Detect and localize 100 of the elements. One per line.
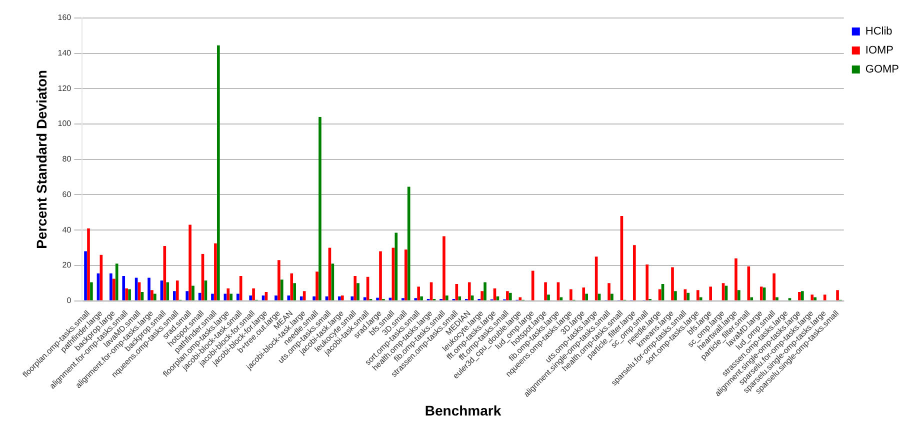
bar — [661, 284, 664, 300]
bar — [582, 288, 586, 300]
bar — [125, 288, 128, 300]
bar — [394, 232, 398, 300]
bar — [585, 294, 588, 300]
bar — [115, 264, 118, 300]
bar — [696, 290, 700, 300]
bar — [404, 250, 408, 300]
bar — [331, 264, 334, 300]
bar — [230, 294, 233, 300]
bar — [150, 290, 154, 300]
bar — [236, 294, 240, 300]
bar — [140, 292, 144, 300]
bar — [338, 296, 341, 300]
bar — [810, 294, 814, 300]
bar — [166, 282, 170, 300]
bar — [814, 297, 817, 300]
bar — [278, 260, 280, 300]
bar — [455, 284, 458, 300]
bar — [87, 228, 90, 300]
bar — [458, 296, 462, 300]
bar — [226, 288, 230, 300]
bar — [674, 291, 677, 300]
bar — [762, 288, 766, 300]
bar — [608, 283, 610, 300]
y-tick-label: 100 — [58, 119, 72, 128]
y-tick-label: 140 — [58, 48, 72, 58]
x-axis-title: Benchmark — [424, 402, 502, 418]
bar — [760, 286, 763, 300]
legend-label: IOMP — [865, 44, 894, 57]
bar — [154, 294, 156, 300]
bar — [544, 282, 547, 300]
bar — [110, 273, 112, 300]
bar — [280, 280, 284, 300]
bar — [379, 251, 382, 300]
bar — [506, 291, 509, 300]
bar — [264, 292, 268, 300]
bar — [290, 273, 294, 300]
bar — [217, 45, 220, 300]
bar — [356, 283, 360, 300]
bar — [316, 272, 318, 300]
bar — [430, 282, 433, 300]
bar — [646, 264, 649, 300]
bar — [302, 291, 306, 300]
bar — [84, 251, 87, 300]
bar — [801, 291, 804, 300]
bar — [112, 278, 116, 300]
bar — [738, 290, 740, 300]
bar — [547, 294, 550, 300]
bar — [633, 245, 636, 300]
bar — [480, 291, 484, 300]
bar — [176, 280, 179, 300]
bar — [496, 296, 500, 300]
bar — [214, 243, 217, 300]
bar — [836, 290, 839, 300]
y-tick-label: 0 — [66, 296, 72, 305]
bar — [122, 276, 126, 300]
bar — [776, 297, 778, 300]
legend-label: GOMP — [865, 64, 900, 76]
bar — [699, 297, 702, 300]
y-tick-label: 160 — [58, 13, 72, 22]
bar — [798, 292, 801, 300]
bar — [484, 282, 486, 300]
bar — [354, 276, 357, 300]
bar — [671, 267, 674, 300]
y-axis-title: Percent Standard Deviaton — [33, 70, 50, 249]
bar — [509, 292, 512, 300]
bar — [420, 296, 423, 300]
bar — [823, 294, 826, 300]
bar — [470, 295, 474, 300]
bar — [318, 116, 322, 300]
legend-label: HClib — [865, 26, 892, 38]
bar — [224, 294, 227, 300]
bar — [172, 291, 176, 300]
y-tick-label: 80 — [62, 154, 72, 164]
bar — [446, 295, 448, 300]
bar — [148, 278, 150, 300]
bar — [598, 294, 601, 300]
bar — [722, 283, 725, 300]
bar — [468, 282, 471, 300]
bar — [750, 297, 754, 300]
bar — [239, 276, 242, 300]
bar — [160, 280, 164, 300]
bar — [407, 186, 410, 300]
bar — [417, 286, 420, 300]
bar — [287, 295, 290, 300]
bar — [293, 283, 296, 300]
bar — [686, 292, 690, 300]
y-tick-label: 120 — [58, 84, 72, 93]
bar — [734, 258, 738, 300]
bar — [312, 296, 316, 300]
bar — [90, 282, 93, 300]
bar — [188, 224, 192, 300]
bar — [350, 296, 354, 300]
bar — [274, 295, 278, 300]
bar — [772, 273, 776, 300]
bar — [325, 296, 328, 300]
bar — [376, 298, 379, 300]
bar — [493, 288, 496, 300]
bar — [249, 295, 252, 300]
